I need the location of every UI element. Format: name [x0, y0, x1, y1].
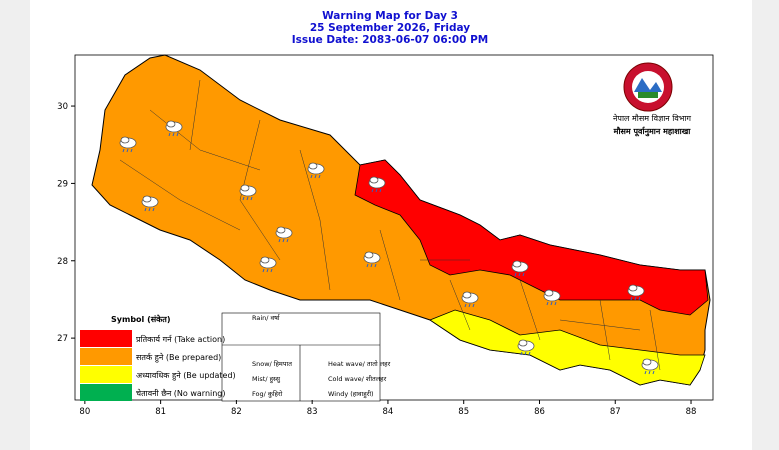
x-tick-label: 88	[686, 407, 697, 417]
logo-org: नेपाल मौसम विज्ञान विभाग	[613, 113, 692, 123]
x-tick-label: 85	[458, 407, 469, 417]
x-tick-label: 83	[307, 407, 318, 417]
legend-title: Symbol (संकेत)	[111, 314, 171, 324]
y-tick-label: 30	[57, 102, 68, 112]
title: Warning Map for Day 3	[322, 10, 458, 22]
region-be-updated	[429, 309, 706, 386]
legend-label: चेतावनी छैन (No warning)	[136, 388, 226, 398]
date: 25 September 2026, Friday	[310, 22, 470, 34]
symbol-mist: Mist/ हुस्सु	[252, 375, 281, 384]
logo	[623, 62, 673, 112]
symbol-heat-wave: Heat wave/ तातो लहर	[328, 360, 391, 368]
issue-date: Issue Date: 2083-06-07 06:00 PM	[292, 34, 489, 46]
district-borders	[119, 79, 661, 371]
y-tick-label: 29	[57, 179, 68, 189]
legend-swatch	[80, 366, 132, 383]
symbol-snow: Snow/ हिमपात	[252, 360, 292, 368]
legend-label: सतर्क हुने (Be prepared)	[136, 352, 221, 363]
legend-swatch	[80, 384, 132, 401]
x-tick-label: 80	[79, 407, 90, 417]
legend-swatch	[80, 348, 132, 365]
x-tick-label: 81	[155, 407, 166, 417]
x-tick-label: 86	[534, 407, 545, 417]
region-take-action	[354, 159, 709, 316]
symbol-fog: Fog/ कुहिरो	[252, 390, 283, 398]
x-tick-label: 87	[610, 407, 621, 417]
x-tick-label: 84	[383, 407, 394, 417]
logo-division: मौसम पूर्वानुमान महाशाखा	[613, 126, 692, 137]
legend-swatch	[80, 330, 132, 347]
legend-label: प्रतिकार्य गर्न (Take action)	[136, 334, 225, 344]
x-tick-label: 82	[231, 407, 242, 417]
legend-label: अध्यावधिक हुने (Be updated)	[136, 370, 236, 381]
y-tick-label: 27	[57, 334, 68, 344]
symbol-cold-wave: Cold wave/ शीतलहर	[328, 375, 387, 383]
symbol-windy: Windy (हावाहुरी)	[328, 390, 374, 399]
y-tick-label: 28	[57, 257, 68, 267]
symbol-box	[221, 312, 381, 402]
symbol-rain: Rain/ वर्षा	[252, 314, 281, 322]
